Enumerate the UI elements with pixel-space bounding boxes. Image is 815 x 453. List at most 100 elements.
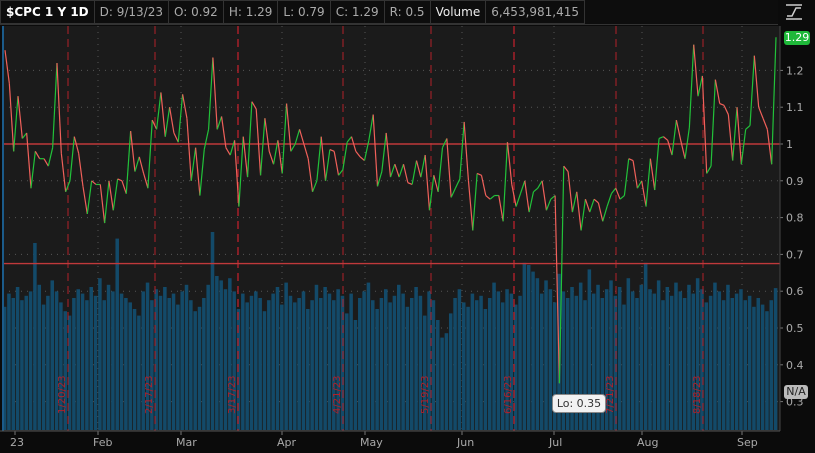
volume-bar: [358, 298, 362, 430]
price-segment: [498, 195, 504, 222]
price-segment: [13, 96, 19, 152]
price-segment: [259, 118, 266, 176]
price-segment: [117, 178, 123, 182]
volume-bar: [85, 300, 89, 430]
price-segment: [264, 118, 270, 152]
volume-bar: [124, 298, 128, 430]
price-segment: [268, 151, 275, 165]
y-tick-label: 1: [786, 138, 793, 151]
price-segment: [623, 158, 630, 196]
x-tick-label: Mar: [176, 436, 197, 449]
price-segment: [485, 195, 491, 200]
price-segment: [506, 142, 513, 185]
price-segment: [758, 106, 764, 119]
volume-bar: [119, 293, 124, 430]
price-segment: [203, 129, 210, 150]
volume-bar: [531, 271, 535, 430]
volume-bar: [591, 293, 596, 430]
price-segment: [636, 180, 643, 189]
price-segment: [675, 119, 682, 141]
volume-bar: [626, 278, 631, 430]
volume-bar: [708, 295, 713, 430]
volume-bar: [474, 300, 479, 430]
price-segment: [571, 191, 578, 213]
volume-bar: [635, 298, 639, 430]
price-segment: [649, 158, 656, 191]
price-segment: [229, 140, 236, 156]
volume-bar: [219, 280, 223, 430]
volume-bar: [440, 337, 444, 430]
price-segment: [576, 191, 582, 231]
x-tick-label: May: [360, 436, 383, 449]
volume-bar: [669, 295, 674, 430]
price-segment: [437, 147, 444, 192]
price-segment: [528, 191, 535, 213]
volume-bar: [184, 284, 189, 430]
price-segment: [316, 136, 322, 181]
volume-bar: [583, 300, 587, 430]
volume-bar: [54, 291, 59, 430]
expiration-label: 3/17/23: [227, 375, 238, 414]
x-tick-label: Jul: [548, 436, 562, 449]
x-tick-label: Sep: [737, 436, 758, 449]
price-segment: [311, 180, 318, 193]
price-segment: [381, 132, 387, 172]
price-segment: [238, 136, 244, 207]
volume-bar: [643, 262, 648, 430]
price-segment: [580, 199, 587, 231]
price-segment: [281, 103, 288, 174]
y-tick-label: 1.2: [786, 64, 804, 77]
price-segment: [415, 160, 422, 178]
price-segment: [212, 57, 218, 130]
drawing-tool-icon[interactable]: [785, 4, 803, 20]
volume-bar: [717, 291, 722, 430]
volume-bar: [396, 284, 401, 430]
price-segment: [272, 140, 279, 165]
volume-bar: [366, 282, 371, 430]
price-segment: [181, 94, 188, 119]
price-segment: [480, 175, 487, 196]
price-segment: [34, 151, 41, 160]
price-segment: [320, 136, 327, 181]
range-readout: R: 0.5: [384, 0, 431, 24]
volume-bar: [487, 298, 492, 430]
volume-bar: [652, 293, 657, 430]
volume-bar: [479, 295, 483, 430]
volume-readout: 6,453,981,415: [486, 0, 586, 24]
volume-bar: [769, 300, 774, 430]
low-bubble: Lo: 0.35: [552, 394, 606, 413]
volume-bar: [353, 320, 358, 430]
volume-bar: [145, 282, 150, 430]
price-segment: [60, 153, 67, 192]
volume-bar: [154, 289, 158, 430]
volume-bar: [730, 298, 735, 430]
price-segment: [290, 143, 296, 152]
volume-bar: [249, 295, 254, 430]
volume-bar: [756, 298, 761, 430]
volume-bar: [46, 295, 50, 430]
price-segment: [385, 132, 392, 178]
price-segment: [563, 165, 569, 172]
volume-bar: [141, 291, 145, 430]
price-segment: [173, 132, 179, 143]
volume-bar: [215, 276, 219, 430]
volume-bar: [470, 293, 475, 430]
last-price-bubble: 1.29: [784, 31, 810, 45]
high-readout: H: 1.29: [223, 0, 279, 24]
volume-bar: [548, 289, 553, 430]
symbol-label[interactable]: $CPC 1 Y 1D: [0, 0, 95, 24]
volume-bar: [41, 304, 46, 430]
expiration-label: 8/18/23: [692, 375, 703, 414]
na-bubble: N/A: [784, 385, 808, 399]
price-segment: [255, 109, 262, 176]
volume-bar: [570, 287, 574, 430]
price-segment: [86, 180, 93, 214]
volume-bar: [37, 284, 42, 430]
price-segment: [233, 140, 240, 207]
price-segment: [21, 132, 28, 139]
price-segment: [467, 180, 474, 231]
y-tick-label: 0.8: [786, 212, 804, 225]
volume-bar: [609, 280, 613, 430]
price-segment: [740, 129, 747, 165]
